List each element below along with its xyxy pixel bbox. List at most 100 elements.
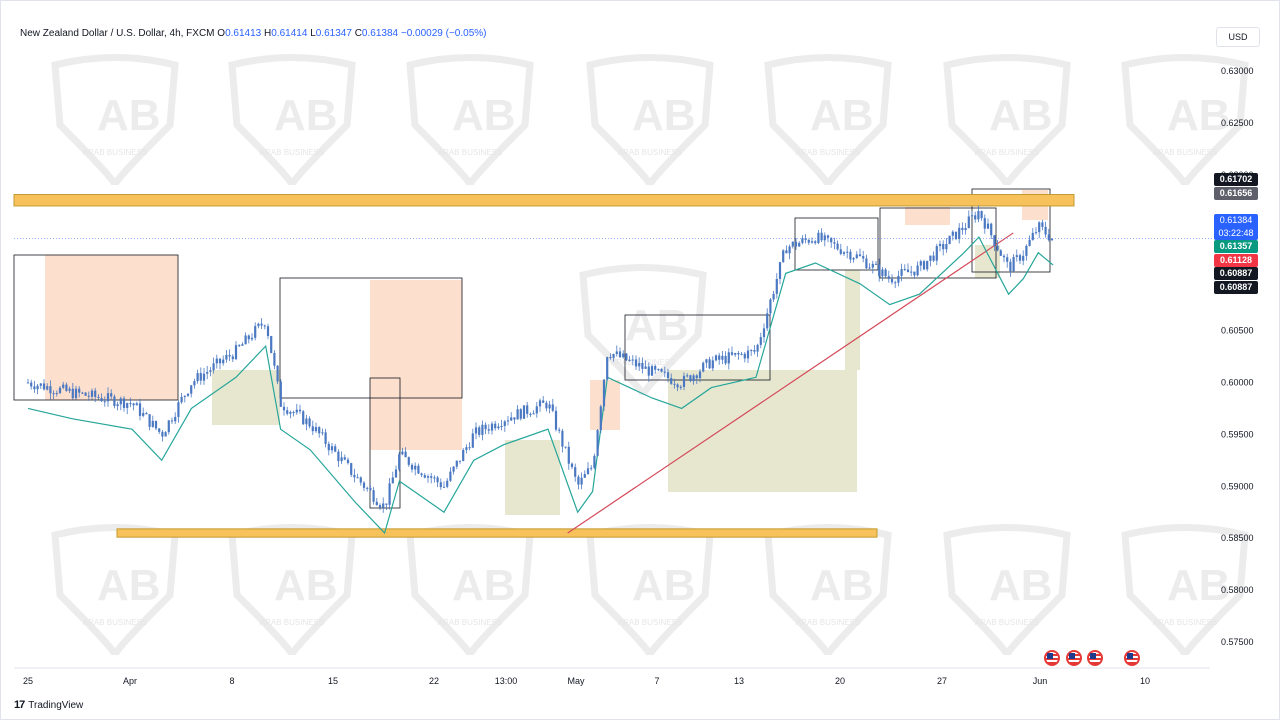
candle-body[interactable] <box>721 355 724 360</box>
candle-body[interactable] <box>452 466 455 472</box>
candle-body[interactable] <box>84 392 87 396</box>
candle-body[interactable] <box>119 398 122 405</box>
candle-body[interactable] <box>849 251 852 260</box>
candle-body[interactable] <box>356 477 359 479</box>
candle-body[interactable] <box>426 476 430 478</box>
candle-body[interactable] <box>878 264 881 277</box>
candle-body[interactable] <box>113 396 116 407</box>
candle-body[interactable] <box>94 390 97 397</box>
candle-body[interactable] <box>913 271 916 276</box>
candle-body[interactable] <box>596 430 599 456</box>
candle-body[interactable] <box>62 384 65 388</box>
candle-body[interactable] <box>305 418 308 425</box>
candle-body[interactable] <box>218 358 222 364</box>
symbol-info-bar[interactable]: New Zealand Dollar / U.S. Dollar, 4h, FX… <box>20 28 486 39</box>
candle-body[interactable] <box>910 271 913 273</box>
candle-body[interactable] <box>337 451 340 462</box>
candle-body[interactable] <box>33 386 36 390</box>
candle-body[interactable] <box>567 446 570 464</box>
candle-body[interactable] <box>78 388 81 393</box>
candle-body[interactable] <box>225 354 228 360</box>
candle-body[interactable] <box>894 282 897 284</box>
candle-body[interactable] <box>196 373 199 382</box>
candle-body[interactable] <box>986 223 990 229</box>
candle-body[interactable] <box>318 427 321 434</box>
candle-body[interactable] <box>730 352 734 355</box>
candle-body[interactable] <box>206 371 209 374</box>
candle-body[interactable] <box>670 378 673 384</box>
candle-body[interactable] <box>734 352 737 355</box>
candle-body[interactable] <box>967 216 970 229</box>
candle-body[interactable] <box>622 353 625 358</box>
candle-body[interactable] <box>81 392 84 394</box>
candle-body[interactable] <box>71 388 74 399</box>
candle-body[interactable] <box>174 416 177 422</box>
candle-body[interactable] <box>167 420 170 433</box>
candle-body[interactable] <box>932 255 935 261</box>
candle-body[interactable] <box>308 418 311 427</box>
candle-body[interactable] <box>586 468 590 475</box>
candle-body[interactable] <box>257 323 260 327</box>
candle-body[interactable] <box>1012 256 1015 272</box>
candle-body[interactable] <box>145 412 148 415</box>
candle-body[interactable] <box>663 371 666 373</box>
trend-line[interactable] <box>567 232 1014 534</box>
candle-body[interactable] <box>382 503 385 508</box>
candle-body[interactable] <box>714 355 718 361</box>
candle-body[interactable] <box>116 404 119 407</box>
candle-body[interactable] <box>852 257 855 260</box>
support-zone[interactable] <box>116 528 878 538</box>
candle-body[interactable] <box>545 402 548 409</box>
candle-body[interactable] <box>1041 222 1044 227</box>
candle-body[interactable] <box>558 429 561 431</box>
candle-body[interactable] <box>820 232 823 241</box>
candle-body[interactable] <box>177 402 180 417</box>
symbol-title[interactable]: New Zealand Dollar / U.S. Dollar, 4h, FX… <box>20 28 215 39</box>
candle-body[interactable] <box>132 403 135 406</box>
candle-body[interactable] <box>999 250 1002 256</box>
candle-body[interactable] <box>615 351 618 355</box>
candle-body[interactable] <box>974 215 977 220</box>
candle-body[interactable] <box>250 337 254 340</box>
candle-body[interactable] <box>148 414 151 427</box>
candle-body[interactable] <box>324 432 327 444</box>
candle-body[interactable] <box>798 242 801 247</box>
candle-body[interactable] <box>746 350 750 359</box>
candle-body[interactable] <box>839 249 842 254</box>
candle-body[interactable] <box>654 366 657 370</box>
candle-body[interactable] <box>599 406 602 431</box>
candle-body[interactable] <box>551 404 554 411</box>
candle-body[interactable] <box>340 457 343 462</box>
candle-body[interactable] <box>190 385 193 394</box>
candle-body[interactable] <box>151 420 154 427</box>
candle-body[interactable] <box>353 474 356 478</box>
candle-body[interactable] <box>554 410 558 430</box>
candle-body[interactable] <box>276 365 279 382</box>
candle-body[interactable] <box>673 383 676 385</box>
candle-body[interactable] <box>801 238 804 243</box>
candle-body[interactable] <box>516 409 519 420</box>
candle-body[interactable] <box>1038 222 1041 233</box>
candle-body[interactable] <box>503 421 506 426</box>
candle-body[interactable] <box>279 381 282 407</box>
candle-body[interactable] <box>263 325 266 327</box>
candle-body[interactable] <box>718 355 721 360</box>
candle-body[interactable] <box>375 501 378 506</box>
candle-body[interactable] <box>241 344 244 346</box>
candle-body[interactable] <box>436 477 439 483</box>
candle-body[interactable] <box>430 476 433 478</box>
candle-body[interactable] <box>1018 255 1022 261</box>
candle-body[interactable] <box>906 269 910 273</box>
candle-body[interactable] <box>846 251 849 253</box>
candle-body[interactable] <box>158 428 161 432</box>
candle-body[interactable] <box>634 359 638 367</box>
candle-body[interactable] <box>641 362 644 369</box>
candle-body[interactable] <box>465 447 468 450</box>
candle-body[interactable] <box>286 410 289 414</box>
candle-body[interactable] <box>36 385 39 390</box>
candle-body[interactable] <box>1050 238 1054 241</box>
candle-body[interactable] <box>884 269 887 277</box>
candle-body[interactable] <box>327 443 330 451</box>
candle-body[interactable] <box>170 420 174 422</box>
candle-body[interactable] <box>414 465 417 470</box>
